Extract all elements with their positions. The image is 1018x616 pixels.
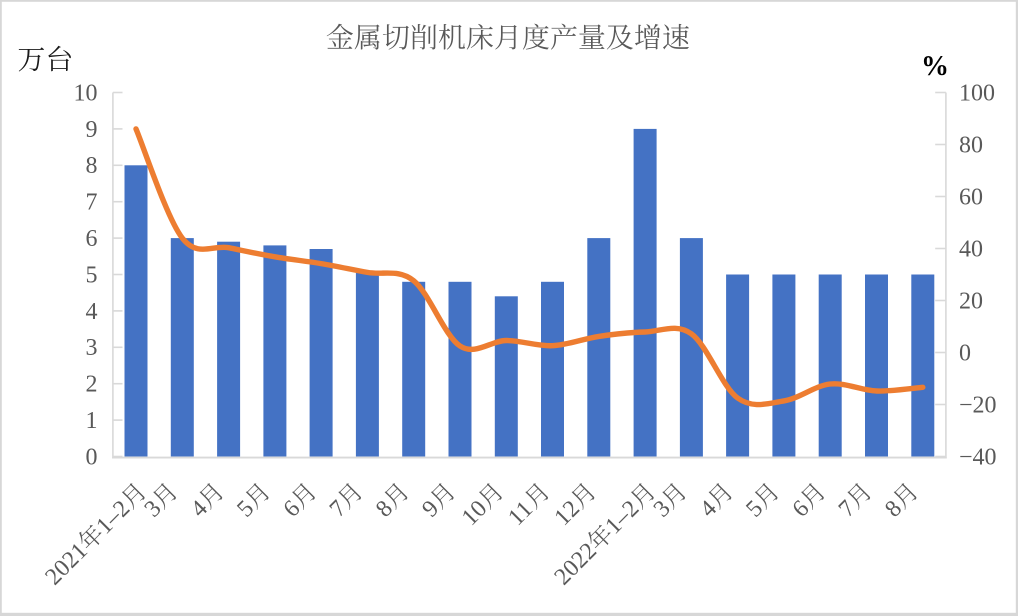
svg-text:40: 40 xyxy=(959,236,983,262)
svg-text:100: 100 xyxy=(959,80,995,106)
svg-text:%: % xyxy=(921,51,949,82)
svg-text:60: 60 xyxy=(959,184,983,210)
svg-text:0: 0 xyxy=(86,444,98,470)
svg-text:9: 9 xyxy=(86,117,98,143)
svg-text:7: 7 xyxy=(86,190,98,216)
svg-text:3: 3 xyxy=(86,335,98,361)
svg-text:80: 80 xyxy=(959,132,983,158)
svg-text:2: 2 xyxy=(86,372,98,398)
svg-text:−40: −40 xyxy=(959,444,997,470)
svg-text:0: 0 xyxy=(959,340,971,366)
svg-text:−20: −20 xyxy=(959,392,997,418)
svg-text:8: 8 xyxy=(86,153,98,179)
svg-text:10: 10 xyxy=(74,80,98,106)
svg-text:5: 5 xyxy=(86,262,98,288)
svg-text:20: 20 xyxy=(959,288,983,314)
svg-text:4: 4 xyxy=(86,299,98,325)
svg-text:1: 1 xyxy=(86,408,98,434)
svg-text:6: 6 xyxy=(86,226,98,252)
